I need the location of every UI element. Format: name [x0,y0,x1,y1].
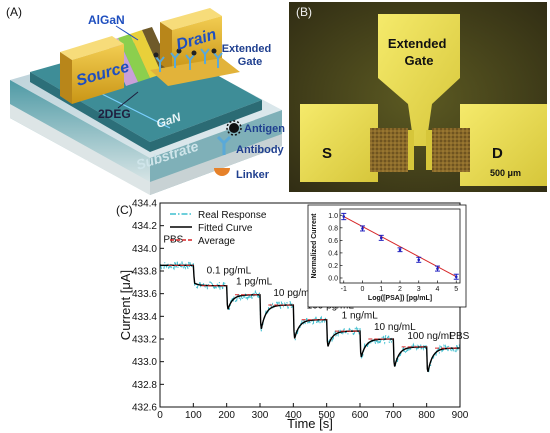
segment-label: 1 pg/mL [236,277,273,288]
gate-finger-left [408,130,414,170]
x-tick-label: 200 [218,410,235,421]
y-tick-label: 432.8 [132,380,157,391]
x-tick-label: 700 [385,410,402,421]
x-tick-label: 900 [452,410,469,421]
segment-label: 10 pg/mL [273,288,315,299]
extended-gate-photo-label-line: Extended [388,36,447,51]
inset-y-tick-label: 0.0 [328,275,338,282]
legend-antigen-label: Antigen [244,123,285,135]
extended-gate-label-line: Extended [222,43,272,55]
panel-c-label: (C) [116,203,133,217]
inset-frame [307,204,467,308]
scale-label: 500 μm [490,168,521,178]
x-tick-label: 500 [318,410,335,421]
legend-linker-label: Linker [236,169,270,181]
channel-left [370,128,408,172]
source-pad [60,36,124,104]
inset-y-tick-label: 0.4 [328,250,338,257]
y-tick-label: 432.6 [132,403,157,414]
antibody-legend-icon [216,135,232,155]
segment-label: PBS [449,331,469,342]
legend-real-response: Real Response [198,210,267,221]
extended-gate-photo-label: Extended Gate [388,36,450,68]
inset-x-tick-label: 2 [398,286,402,293]
x-axis-label: Time [s] [287,416,333,431]
inset-point [417,258,421,262]
inset-point [342,215,346,218]
panel-a-label: (A) [6,5,22,19]
inset-x-tick-label: 3 [417,286,421,293]
inset-x-tick-label: -1 [341,286,347,293]
inset-point [454,275,458,279]
x-tick-label: 300 [252,410,269,421]
extended-gate-photo [378,14,460,146]
x-tick-label: 0 [157,410,163,421]
inset-x-tick-label: 1 [379,286,383,293]
inset-x-tick-label: 0 [361,286,365,293]
panel-b-label: (B) [296,5,312,19]
panel-b: Extended Gate S D 500 μm (B) [289,2,547,192]
inset-y-tick-label: 0.8 [328,225,338,232]
inset-x-tick-label: 5 [454,286,458,293]
twodeg-label: 2DEG [98,107,131,121]
y-tick-label: 433.8 [132,267,157,278]
inset-point [436,267,439,270]
panel-a: AlGaN Source Drain Extended Gate 2DEG Ga… [0,0,285,196]
segment-label: 10 ng/mL [374,322,416,333]
inset-x-label: Log([PSA]) [pg/mL] [368,295,432,302]
inset-chart: -1 0 1 2 3 4 5 0.0 0.2 0.4 0.6 0.8 1.0 Log([PSA]) [p… [307,204,467,308]
linker-legend-icon [214,168,230,176]
inset-y-label: Normalized Current [311,213,318,279]
antigen-dots [153,48,217,58]
x-tick-label: 100 [185,410,202,421]
legend-average: Average [198,236,236,247]
algan-label: AlGaN [88,13,125,27]
y-tick-label: 433.4 [132,312,157,323]
x-tick-label: 800 [418,410,435,421]
inset-point [361,227,364,230]
panel-c: (C) 0 100 200 300 400 500 600 700 800 900432.6432… [116,199,470,432]
drain-pad-photo [460,104,547,186]
antigen-legend-icon [226,120,242,136]
algan-pointer [115,25,139,41]
x-tick-label: 400 [285,410,302,421]
y-tick-label: 434.2 [132,221,157,232]
inset-y-tick-label: 1.0 [328,213,338,220]
extended-gate-photo-label-line: Gate [405,53,434,68]
y-tick-label: 433.0 [132,357,157,368]
segment-label: 1 ng/mL [342,311,379,322]
inset-y-tick-label: 0.2 [328,263,338,270]
channel-right [432,128,470,172]
drain-pad [160,8,222,72]
antibody-icons [155,48,223,72]
extended-gate-label-line: Gate [238,56,262,68]
extended-gate-label: Extended Gate [222,43,275,68]
y-axis-label: Current [μA] [118,270,133,340]
inset-x-tick-label: 4 [436,286,440,293]
y-tick-label: 433.6 [132,289,157,300]
inset-y-tick-label: 0.6 [328,238,338,245]
gate-finger-right [426,130,432,170]
chart-ticks: 0 100 200 300 400 500 600 700 800 900432.6432.843… [132,199,469,422]
source-pad-photo [300,104,378,182]
legend-fitted-curve: Fitted Curve [198,223,253,234]
chart-legend: Real Response Fitted Curve Average [170,210,267,247]
inset-ticks: -1 0 1 2 3 4 5 0.0 0.2 0.4 0.6 0.8 1.0 [328,213,458,293]
y-tick-label: 433.2 [132,335,157,346]
d-label: D [492,145,503,162]
segment-label: 0.1 pg/mL [207,265,252,276]
s-label: S [322,145,332,162]
segment-label: 100 ng/mL [407,331,455,342]
x-tick-label: 600 [352,410,369,421]
y-tick-label: 434.0 [132,244,157,255]
chart-series [159,260,461,373]
legend-antibody-label: Antibody [236,144,285,156]
device-legend: Antigen Antibody Linker [214,120,285,181]
inset-point [398,248,402,252]
y-tick-label: 434.4 [132,199,157,210]
twodeg-pointer [117,91,139,109]
inset-point [379,236,383,240]
